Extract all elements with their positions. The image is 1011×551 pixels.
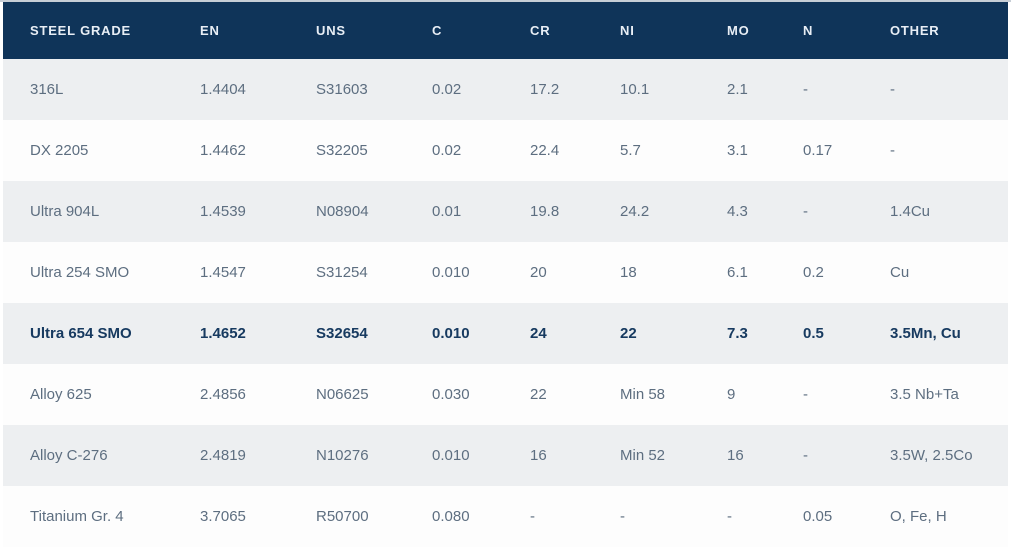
- cell-grade: Alloy C-276: [3, 425, 173, 486]
- cell-en: 2.4819: [173, 425, 289, 486]
- cell-en: 1.4539: [173, 181, 289, 242]
- table-header: STEEL GRADE EN UNS C CR NI MO N OTHER: [3, 2, 1008, 59]
- cell-n: 0.17: [776, 120, 863, 181]
- column-header-en: EN: [173, 2, 289, 59]
- cell-n: 0.2: [776, 242, 863, 303]
- table-row-ultra-654-smo-emphasized: Ultra 654 SMO 1.4652 S32654 0.010 24 22 …: [3, 303, 1008, 364]
- cell-ni: 5.7: [593, 120, 700, 181]
- cell-en: 1.4462: [173, 120, 289, 181]
- cell-ni: -: [593, 486, 700, 547]
- cell-mo: 4.3: [700, 181, 776, 242]
- cell-c: 0.02: [405, 59, 503, 120]
- cell-ni: Min 52: [593, 425, 700, 486]
- cell-cr: 17.2: [503, 59, 593, 120]
- cell-grade: Ultra 654 SMO: [3, 303, 173, 364]
- cell-en: 1.4404: [173, 59, 289, 120]
- cell-cr: 19.8: [503, 181, 593, 242]
- column-header-n: N: [776, 2, 863, 59]
- cell-uns: S32205: [289, 120, 405, 181]
- cell-cr: 20: [503, 242, 593, 303]
- column-header-c: C: [405, 2, 503, 59]
- cell-c: 0.080: [405, 486, 503, 547]
- header-row: STEEL GRADE EN UNS C CR NI MO N OTHER: [3, 2, 1008, 59]
- cell-mo: 6.1: [700, 242, 776, 303]
- cell-uns: S31603: [289, 59, 405, 120]
- cell-n: 0.05: [776, 486, 863, 547]
- cell-c: 0.02: [405, 120, 503, 181]
- cell-other: 3.5Mn, Cu: [863, 303, 1008, 364]
- cell-grade: Ultra 904L: [3, 181, 173, 242]
- column-header-uns: UNS: [289, 2, 405, 59]
- cell-ni: 22: [593, 303, 700, 364]
- cell-n: -: [776, 425, 863, 486]
- column-header-steel-grade: STEEL GRADE: [3, 2, 173, 59]
- cell-c: 0.01: [405, 181, 503, 242]
- cell-uns: N08904: [289, 181, 405, 242]
- cell-ni: 10.1: [593, 59, 700, 120]
- cell-other: O, Fe, H: [863, 486, 1008, 547]
- column-header-mo: MO: [700, 2, 776, 59]
- cell-c: 0.010: [405, 303, 503, 364]
- cell-cr: -: [503, 486, 593, 547]
- cell-cr: 22.4: [503, 120, 593, 181]
- column-header-other: OTHER: [863, 2, 1008, 59]
- cell-cr: 16: [503, 425, 593, 486]
- table-row-ultra-904l: Ultra 904L 1.4539 N08904 0.01 19.8 24.2 …: [3, 181, 1008, 242]
- cell-other: -: [863, 59, 1008, 120]
- table-row-dx-2205: DX 2205 1.4462 S32205 0.02 22.4 5.7 3.1 …: [3, 120, 1008, 181]
- cell-en: 1.4547: [173, 242, 289, 303]
- cell-grade: 316L: [3, 59, 173, 120]
- cell-en: 2.4856: [173, 364, 289, 425]
- cell-mo: -: [700, 486, 776, 547]
- cell-uns: N10276: [289, 425, 405, 486]
- cell-c: 0.030: [405, 364, 503, 425]
- cell-grade: Ultra 254 SMO: [3, 242, 173, 303]
- cell-en: 3.7065: [173, 486, 289, 547]
- cell-ni: 24.2: [593, 181, 700, 242]
- cell-c: 0.010: [405, 242, 503, 303]
- cell-mo: 16: [700, 425, 776, 486]
- cell-en: 1.4652: [173, 303, 289, 364]
- cell-other: Cu: [863, 242, 1008, 303]
- table-body: 316L 1.4404 S31603 0.02 17.2 10.1 2.1 - …: [3, 59, 1008, 547]
- cell-mo: 7.3: [700, 303, 776, 364]
- cell-other: 3.5 Nb+Ta: [863, 364, 1008, 425]
- cell-grade: Alloy 625: [3, 364, 173, 425]
- cell-uns: S31254: [289, 242, 405, 303]
- steel-grade-table: STEEL GRADE EN UNS C CR NI MO N OTHER 31…: [3, 2, 1008, 547]
- cell-grade: DX 2205: [3, 120, 173, 181]
- column-header-cr: CR: [503, 2, 593, 59]
- cell-other: 3.5W, 2.5Co: [863, 425, 1008, 486]
- cell-n: -: [776, 364, 863, 425]
- cell-ni: 18: [593, 242, 700, 303]
- cell-mo: 9: [700, 364, 776, 425]
- cell-ni: Min 58: [593, 364, 700, 425]
- cell-mo: 2.1: [700, 59, 776, 120]
- cell-n: 0.5: [776, 303, 863, 364]
- column-header-ni: NI: [593, 2, 700, 59]
- table-row-316l: 316L 1.4404 S31603 0.02 17.2 10.1 2.1 - …: [3, 59, 1008, 120]
- cell-uns: S32654: [289, 303, 405, 364]
- cell-other: 1.4Cu: [863, 181, 1008, 242]
- cell-c: 0.010: [405, 425, 503, 486]
- cell-cr: 24: [503, 303, 593, 364]
- cell-n: -: [776, 59, 863, 120]
- table-row-titanium-gr-4: Titanium Gr. 4 3.7065 R50700 0.080 - - -…: [3, 486, 1008, 547]
- table-row-alloy-625: Alloy 625 2.4856 N06625 0.030 22 Min 58 …: [3, 364, 1008, 425]
- cell-n: -: [776, 181, 863, 242]
- cell-cr: 22: [503, 364, 593, 425]
- cell-uns: N06625: [289, 364, 405, 425]
- table-row-ultra-254-smo: Ultra 254 SMO 1.4547 S31254 0.010 20 18 …: [3, 242, 1008, 303]
- cell-mo: 3.1: [700, 120, 776, 181]
- cell-other: -: [863, 120, 1008, 181]
- cell-uns: R50700: [289, 486, 405, 547]
- table-row-alloy-c-276: Alloy C-276 2.4819 N10276 0.010 16 Min 5…: [3, 425, 1008, 486]
- cell-grade: Titanium Gr. 4: [3, 486, 173, 547]
